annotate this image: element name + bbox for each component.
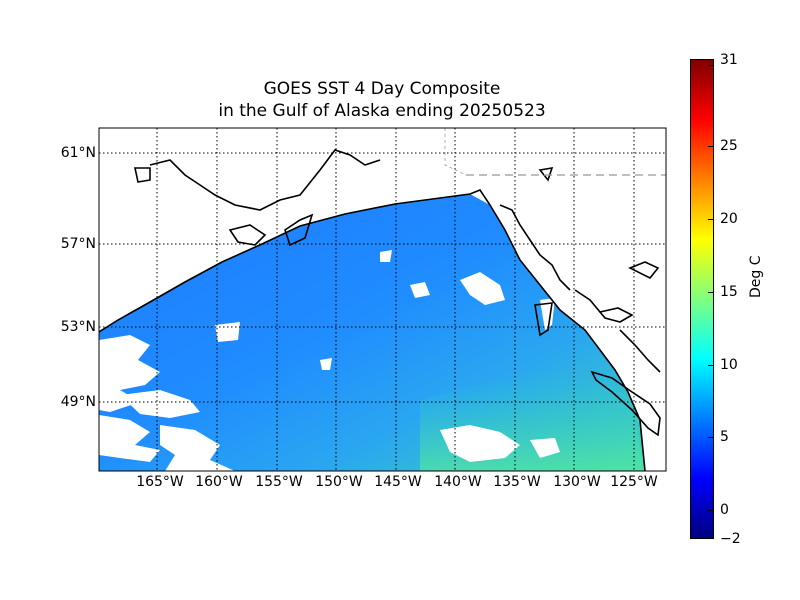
cb-tick-5: 5 xyxy=(720,429,729,445)
lon-label-135: 135°W xyxy=(493,474,541,490)
cb-tick-31: 31 xyxy=(720,52,738,68)
lon-label-150: 150°W xyxy=(315,474,363,490)
lon-label-155: 155°W xyxy=(255,474,303,490)
cb-tick-0: 0 xyxy=(720,502,729,518)
lat-label-49: 49°N xyxy=(60,394,96,410)
lon-label-145: 145°W xyxy=(374,474,422,490)
cb-tickmark xyxy=(708,437,714,438)
title-line-1: GOES SST 4 Day Composite xyxy=(263,79,501,99)
lat-label-57: 57°N xyxy=(60,236,96,252)
title-line-2: in the Gulf of Alaska ending 20250523 xyxy=(218,101,546,121)
colorbar-label: Deg C xyxy=(748,255,764,298)
lon-label-160: 160°W xyxy=(195,474,243,490)
cb-tick-10: 10 xyxy=(720,357,738,373)
cb-tick-20: 20 xyxy=(720,211,738,227)
lat-label-61: 61°N xyxy=(60,145,96,161)
cb-tickmark xyxy=(708,510,714,511)
cloud-mask xyxy=(99,250,560,471)
cb-tick-15: 15 xyxy=(720,284,738,300)
lon-label-125: 125°W xyxy=(610,474,658,490)
cb-tickmark xyxy=(708,365,714,366)
cb-tickmark xyxy=(708,146,714,147)
cb-tickmark xyxy=(708,219,714,220)
map-content xyxy=(99,128,666,471)
cb-tickmark xyxy=(708,292,714,293)
lon-label-140: 140°W xyxy=(434,474,482,490)
chart-title: GOES SST 4 Day Composite in the Gulf of … xyxy=(98,78,666,122)
lon-label-130: 130°W xyxy=(553,474,601,490)
coastline xyxy=(99,149,661,471)
cb-tickmark xyxy=(708,65,714,66)
graticule xyxy=(99,128,666,471)
cb-tick-minus2: −2 xyxy=(720,531,741,547)
cb-tick-25: 25 xyxy=(720,138,738,154)
lon-label-165: 165°W xyxy=(136,474,184,490)
border-line-diagonal xyxy=(444,128,467,176)
map-frame xyxy=(98,127,667,472)
lat-label-53: 53°N xyxy=(60,319,96,335)
colorbar xyxy=(690,59,714,539)
